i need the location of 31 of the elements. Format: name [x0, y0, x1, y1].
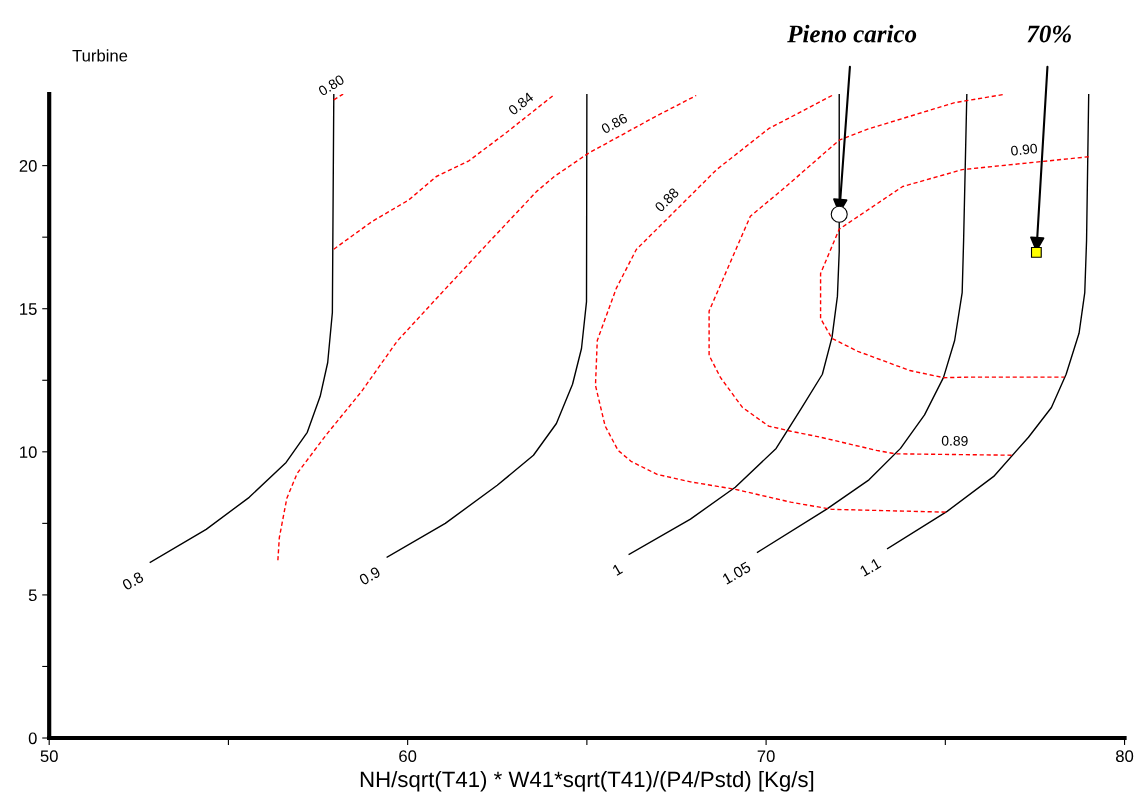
text: 1.05	[721, 561, 752, 585]
y-tick-label: 10	[20, 446, 37, 459]
x-tick-label: 60	[399, 750, 417, 763]
y-tick-label: 0	[28, 732, 37, 745]
annotation: Pieno carico	[787, 24, 917, 43]
series-label: 0.89	[941, 435, 968, 446]
text: 0.88	[654, 187, 680, 213]
line-series	[819, 156, 1090, 379]
annotation: 70%	[1027, 25, 1071, 43]
line-series	[333, 94, 555, 250]
chart-title: Turbine	[72, 49, 128, 62]
line-series	[277, 94, 697, 561]
y-tick-label: 20	[19, 160, 37, 172]
text: 0.8	[121, 571, 145, 591]
x-tick-label: 50	[40, 750, 58, 763]
x-tick-label: 80	[1116, 750, 1134, 763]
text: 0.86	[600, 112, 629, 134]
x-axis-title: NH/sqrt(T41) * W41*sqrt(T41)/(P4/Pstd) [Kg/s]	[360, 770, 814, 792]
line-series	[386, 94, 588, 558]
line-series	[886, 94, 1090, 550]
text: 0.80	[317, 74, 345, 97]
text: 0.9	[358, 566, 382, 586]
text: 1.1	[859, 557, 882, 577]
x-tick-label: 70	[757, 750, 775, 763]
line-series	[149, 94, 335, 563]
y-tick-label: 15	[20, 303, 37, 315]
y-tick-label: 5	[28, 589, 37, 602]
text: 1	[611, 563, 623, 576]
text: 0.84	[507, 91, 535, 116]
text: 0.90	[1010, 143, 1038, 156]
line-series	[756, 94, 968, 553]
